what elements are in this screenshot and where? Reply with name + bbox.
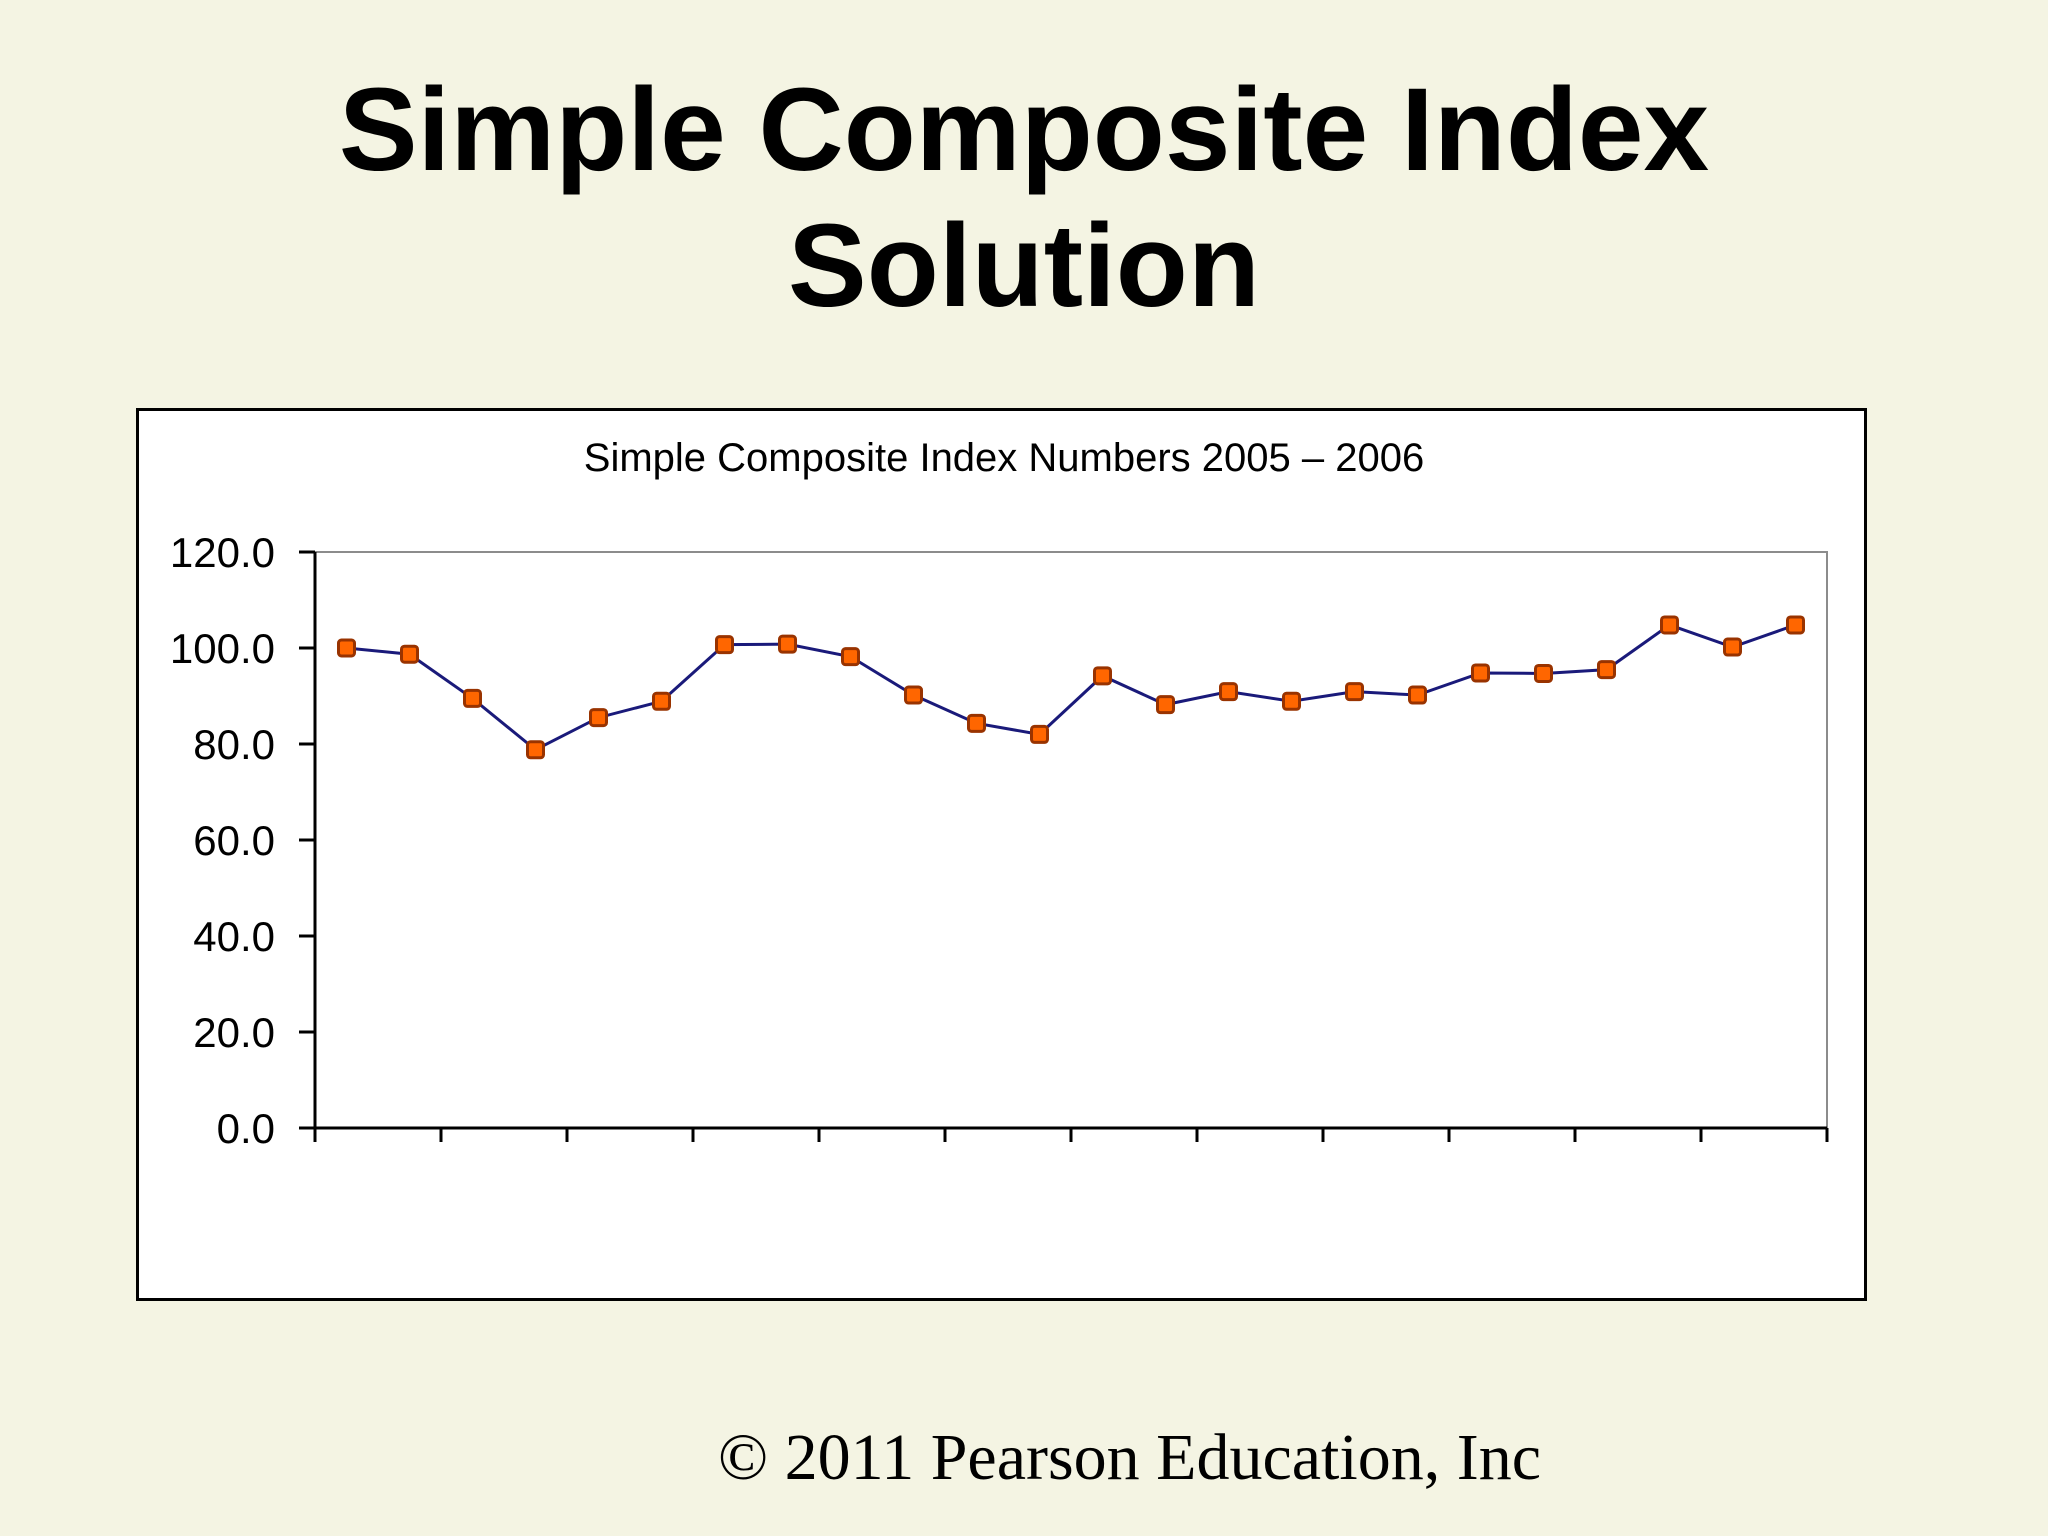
data-point [589,708,608,728]
plot-area [314,551,1828,1129]
data-point [715,635,734,655]
x-axis [313,1126,1829,1142]
data-point [1219,682,1238,702]
data-point [463,688,482,708]
data-point [1408,685,1427,705]
series-line [346,623,1796,752]
y-tick-label: 0.0 [217,1105,275,1152]
data-point [1345,682,1364,702]
data-point [1786,615,1805,635]
data-point [1660,615,1679,635]
data-point [904,685,923,705]
y-tick-label: 80.0 [193,721,275,768]
slide-title-line-2: Solution [788,200,1260,332]
data-point [1093,666,1112,686]
y-tick-label: 100.0 [170,625,275,672]
data-point [1597,660,1616,680]
data-point [337,638,356,658]
y-tick-label: 120.0 [170,529,275,576]
series-group [337,615,1805,760]
y-tick-label: 40.0 [193,913,275,960]
data-point [1723,637,1742,657]
data-point [778,634,797,654]
data-point [1156,695,1175,715]
line-chart: Simple Composite Index Numbers 2005 – 20… [170,436,1829,1152]
copyright-footer: © 2011 Pearson Education, Inc [718,1421,1542,1494]
data-point [967,713,986,733]
data-point [1030,724,1049,744]
slide-title: Simple Composite Index Solution [0,62,2048,334]
data-point [652,691,671,711]
y-tick-label: 20.0 [193,1009,275,1056]
data-point [1471,663,1490,683]
slide-title-line-1: Simple Composite Index [338,64,1710,196]
data-point [526,740,545,760]
data-point [400,644,419,664]
y-axis: 0.0 20.0 40.0 60.0 80.0 100.0 120.0 [170,529,317,1152]
chart-title: Simple Composite Index Numbers 2005 – 20… [584,436,1424,480]
y-tick-label: 60.0 [193,817,275,864]
chart-frame: Simple Composite Index Numbers 2005 – 20… [136,408,1867,1301]
data-point [1534,663,1553,683]
data-point [841,647,860,667]
data-point [1282,691,1301,711]
